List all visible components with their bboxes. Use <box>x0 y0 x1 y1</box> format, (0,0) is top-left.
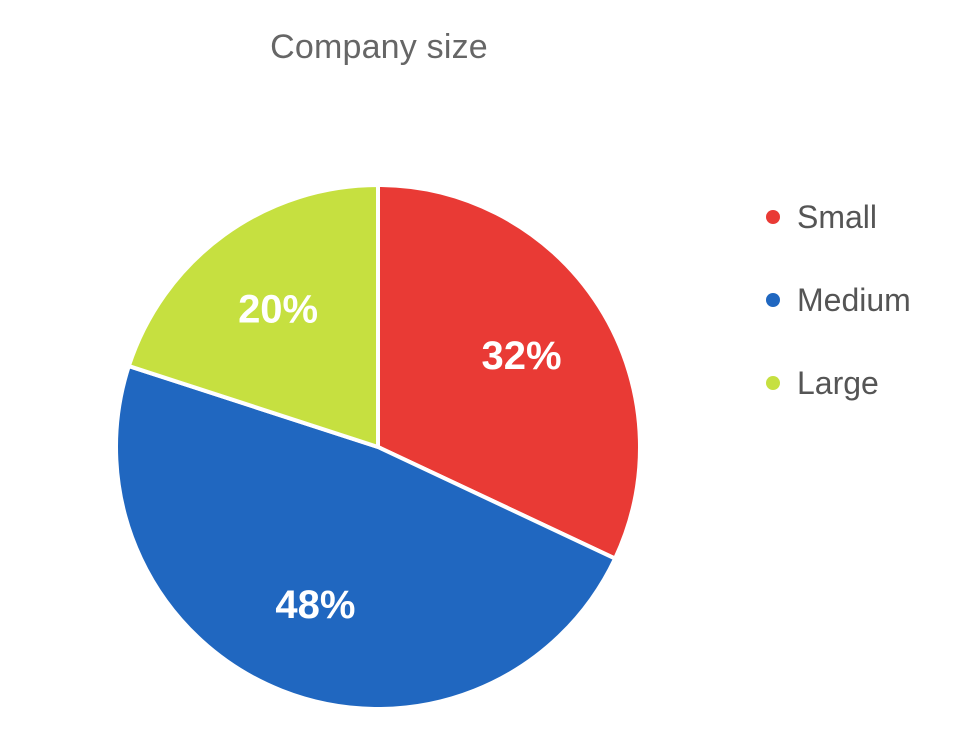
pie-slice-labels: 32% 48% 20% <box>238 288 561 628</box>
pie-slice-small[interactable] <box>376 183 642 561</box>
legend-marker-large <box>766 376 780 390</box>
legend-item-medium[interactable]: Medium <box>766 279 911 321</box>
legend-label-small: Small <box>797 198 878 235</box>
chart-legend: Small Medium Large <box>766 196 911 445</box>
legend-marker-small <box>766 210 780 224</box>
legend-label-large: Large <box>797 364 879 401</box>
pie-slice-label-medium: 48% <box>275 583 355 627</box>
legend-label-medium: Medium <box>797 281 911 318</box>
legend-item-large[interactable]: Large <box>766 362 911 404</box>
pie-slice-label-large: 20% <box>238 288 318 332</box>
legend-item-small[interactable]: Small <box>766 196 911 238</box>
pie-slice-large[interactable] <box>126 183 380 449</box>
legend-marker-medium <box>766 293 780 307</box>
chart-title: Company size <box>270 28 488 66</box>
pie-slice-medium[interactable] <box>114 364 618 711</box>
pie-slices <box>114 183 642 711</box>
pie-slice-label-small: 32% <box>481 334 561 378</box>
